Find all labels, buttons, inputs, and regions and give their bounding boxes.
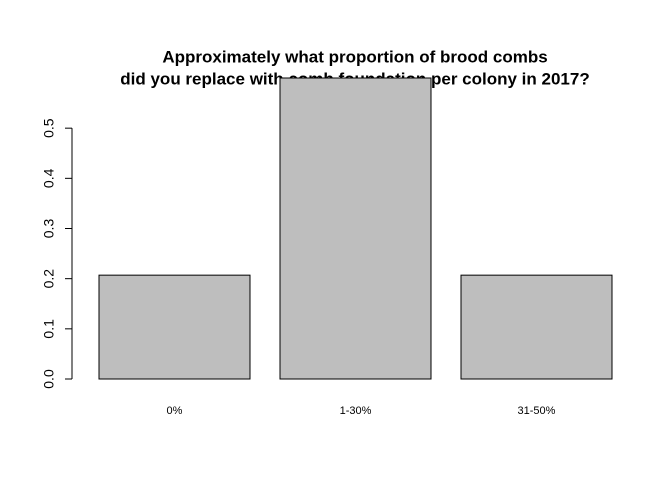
y-tick-label: 0.2 [41, 269, 57, 289]
y-tick-label: 0.0 [41, 369, 57, 389]
x-tick-label: 31-50% [518, 405, 556, 417]
y-tick-label: 0.1 [41, 319, 57, 339]
y-tick-label: 0.5 [41, 118, 57, 138]
chart-title: Approximately what proportion of brood c… [162, 47, 547, 66]
x-tick-label: 0% [167, 405, 183, 417]
bar [279, 77, 432, 380]
bar [98, 274, 251, 380]
bar [460, 274, 613, 380]
y-tick-label: 0.3 [41, 219, 57, 239]
y-tick-label: 0.4 [41, 168, 57, 188]
x-tick-label: 1-30% [340, 405, 372, 417]
